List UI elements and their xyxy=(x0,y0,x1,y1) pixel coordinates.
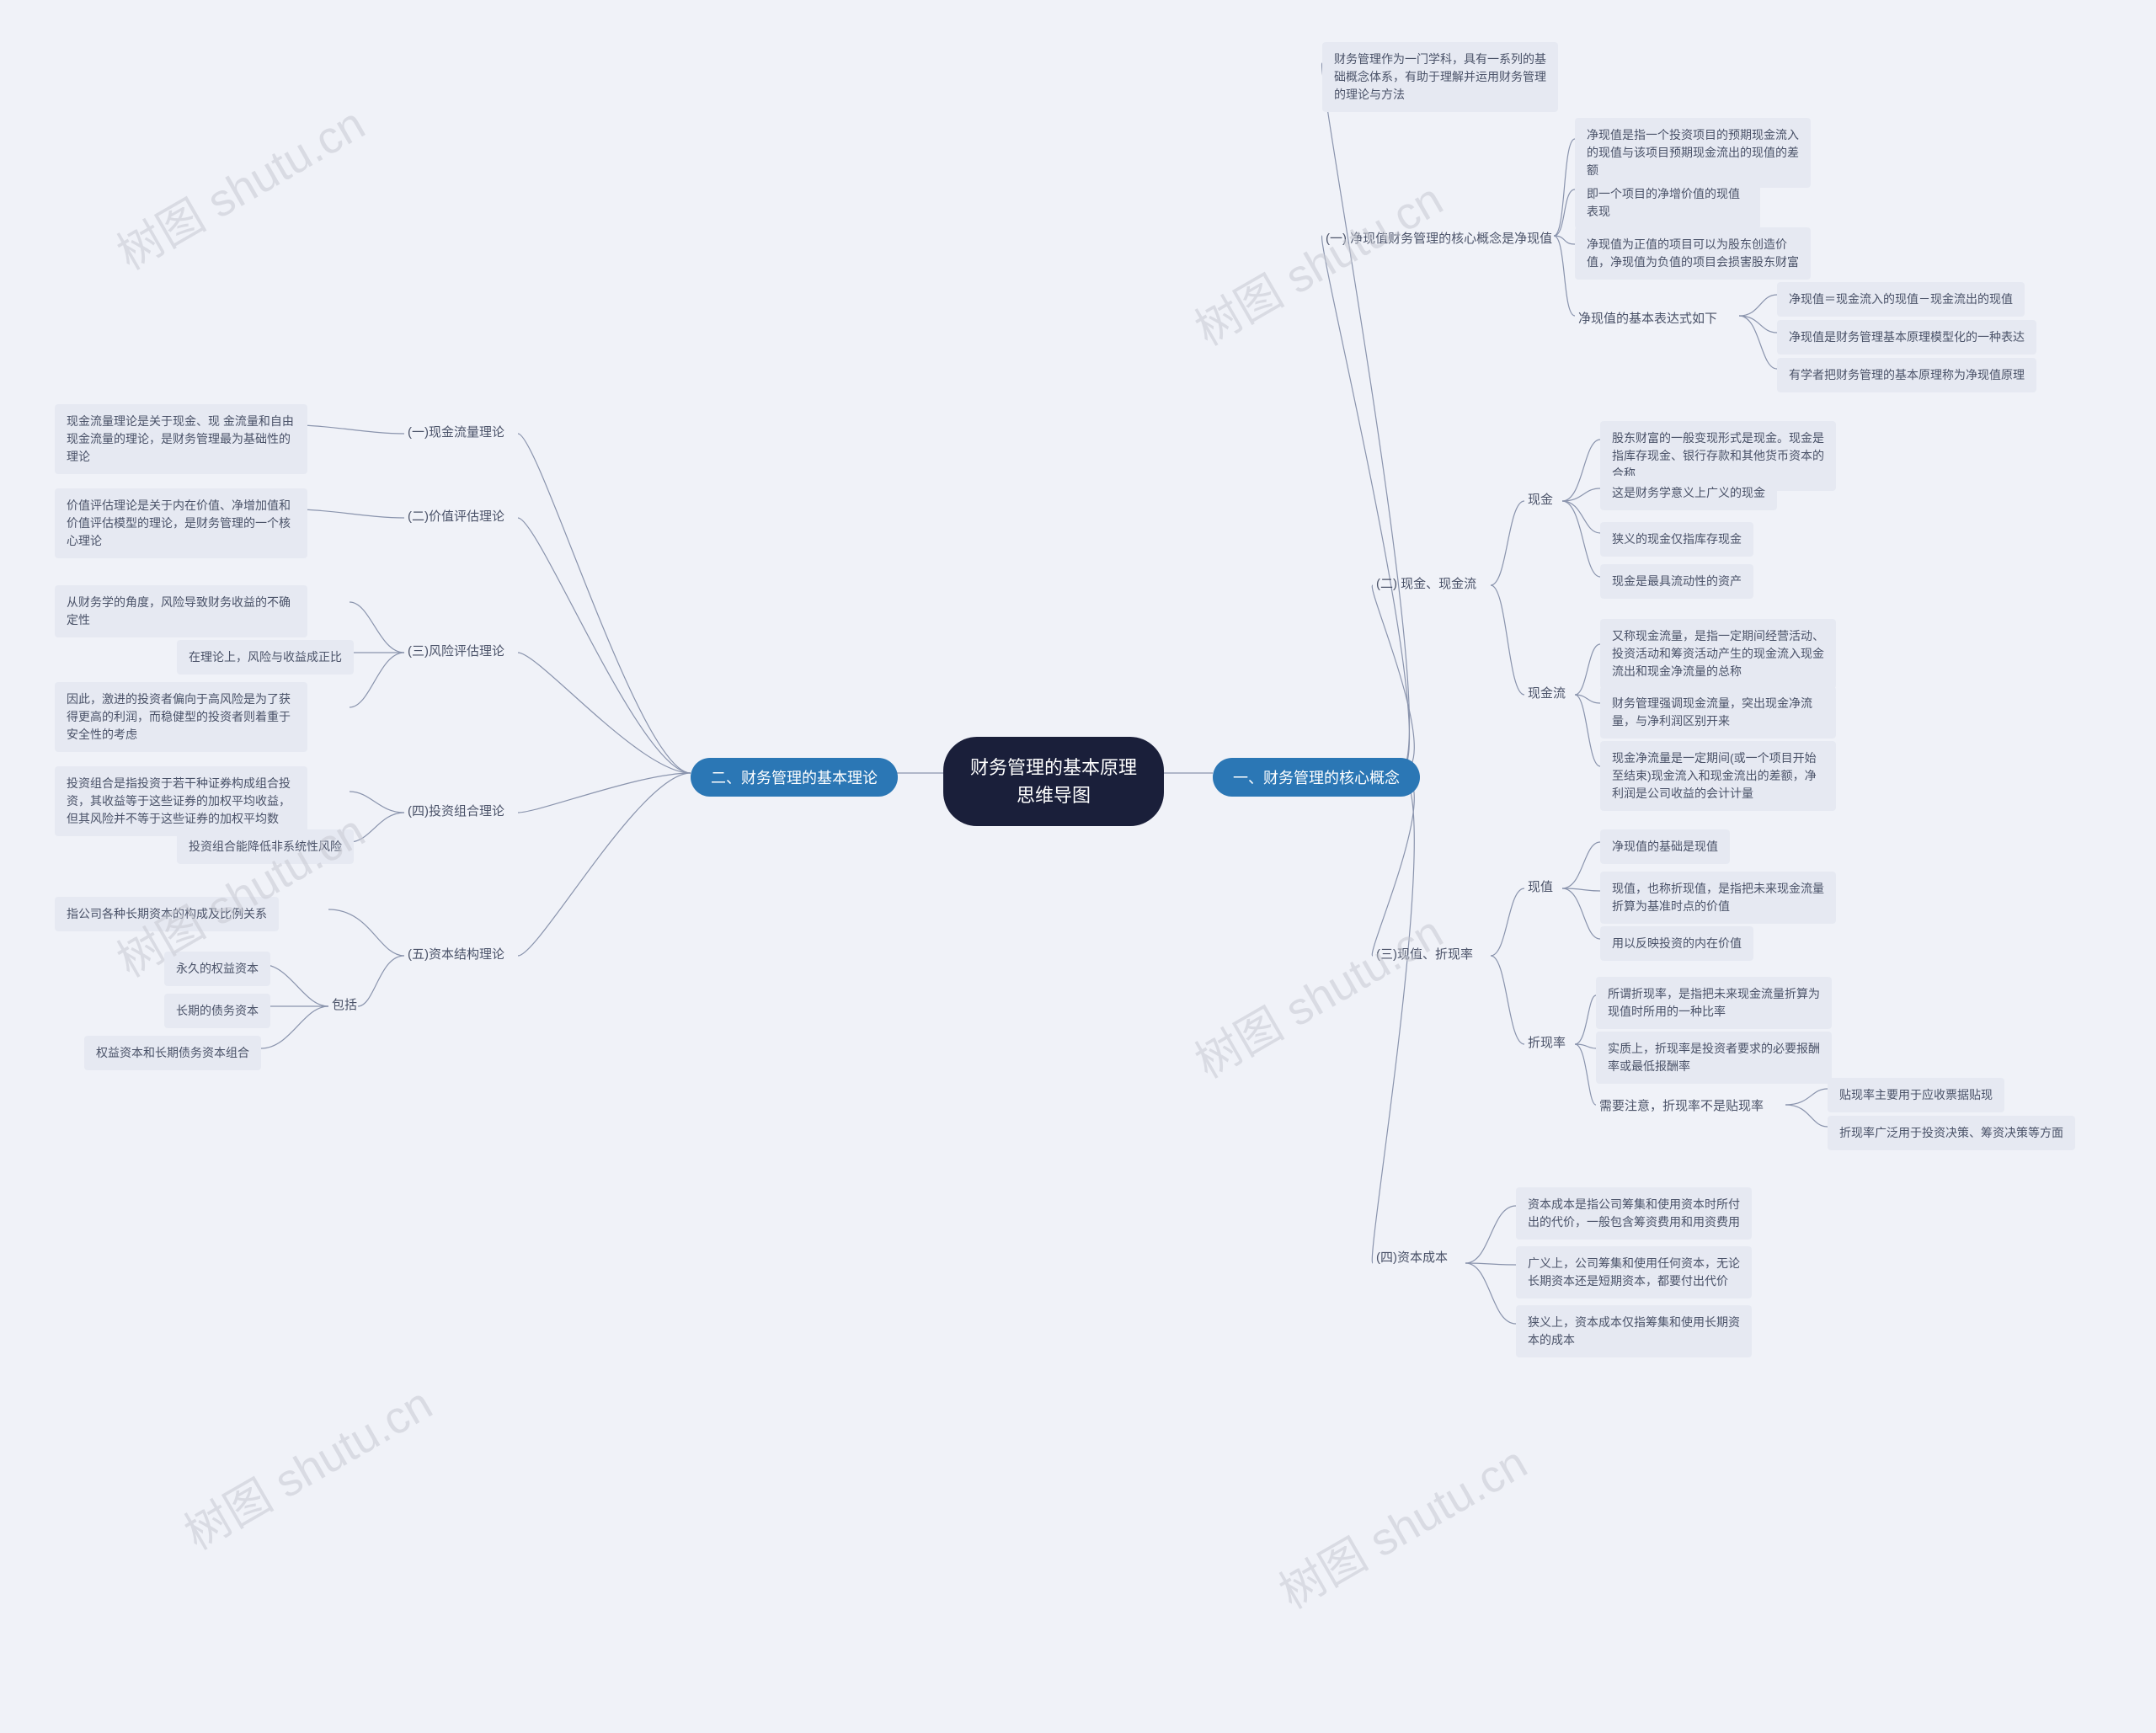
r2b-cashflow[interactable]: 现金流 xyxy=(1524,682,1569,703)
watermark: 树图 shutu.cn xyxy=(1265,1426,1537,1622)
r3b3b[interactable]: 折现率广泛用于投资决策、筹资决策等方面 xyxy=(1828,1116,2075,1150)
r1d2[interactable]: 净现值是财务管理基本原理模型化的一种表达 xyxy=(1777,320,2036,355)
r3a-presentvalue[interactable]: 现值 xyxy=(1524,876,1556,897)
l4-portfolio-theory[interactable]: (四)投资组合理论 xyxy=(404,800,508,821)
r3b2[interactable]: 实质上，折现率是投资者要求的必要报酬率或最低报酬率 xyxy=(1596,1032,1832,1084)
l1-cashflow-theory[interactable]: (一)现金流量理论 xyxy=(404,421,508,442)
l3a[interactable]: 从财务学的角度，风险导致财务收益的不确定性 xyxy=(55,585,307,637)
r3b3[interactable]: 需要注意，折现率不是贴现率 xyxy=(1596,1095,1767,1116)
l5b3[interactable]: 权益资本和长期债务资本组合 xyxy=(84,1036,261,1070)
r2b2[interactable]: 财务管理强调现金流量，突出现金净流量，与净利润区别开来 xyxy=(1600,686,1836,739)
right-intro[interactable]: 财务管理作为一门学科，具有一系列的基础概念体系，有助于理解并运用财务管理的理论与… xyxy=(1322,42,1558,112)
l5b1[interactable]: 永久的权益资本 xyxy=(164,952,270,986)
l3c[interactable]: 因此，激进的投资者偏向于高风险是为了获得更高的利润，而稳健型的投资者则着重于安全… xyxy=(55,682,307,752)
r2-cash[interactable]: (二) 现金、现金流 xyxy=(1373,573,1480,594)
branch-basic-theory[interactable]: 二、财务管理的基本理论 xyxy=(691,758,898,797)
r1d1[interactable]: 净现值＝现金流入的现值－现金流出的现值 xyxy=(1777,282,2025,317)
center-line2: 思维导图 xyxy=(970,781,1137,809)
l5b-including[interactable]: 包括 xyxy=(328,994,360,1015)
l5b2[interactable]: 长期的债务资本 xyxy=(164,994,270,1028)
l2-value-theory[interactable]: (二)价值评估理论 xyxy=(404,505,508,526)
r1b[interactable]: 即一个项目的净增价值的现值表现 xyxy=(1575,177,1760,229)
branch-core-concepts[interactable]: 一、财务管理的核心概念 xyxy=(1213,758,1420,797)
l2a[interactable]: 价值评估理论是关于内在价值、净增加值和价值评估模型的理论，是财务管理的一个核心理… xyxy=(55,488,307,558)
r2a-cash[interactable]: 现金 xyxy=(1524,488,1556,509)
r2a2[interactable]: 这是财务学意义上广义的现金 xyxy=(1600,476,1777,510)
center-line1: 财务管理的基本原理 xyxy=(970,754,1137,781)
watermark: 树图 shutu.cn xyxy=(1181,896,1453,1091)
watermark: 树图 shutu.cn xyxy=(170,1368,442,1563)
l5a[interactable]: 指公司各种长期资本的构成及比例关系 xyxy=(55,897,279,931)
l5-capitalstructure-theory[interactable]: (五)资本结构理论 xyxy=(404,943,508,964)
r3b1[interactable]: 所谓折现率，是指把未来现金流量折算为现值时所用的一种比率 xyxy=(1596,977,1832,1029)
watermark: 树图 shutu.cn xyxy=(103,88,375,283)
r1c[interactable]: 净现值为正值的项目可以为股东创造价值，净现值为负值的项目会损害股东财富 xyxy=(1575,227,1811,280)
r2b3[interactable]: 现金净流量是一定期间(或一个项目开始至结束)现金流入和现金流出的差额，净利润是公… xyxy=(1600,741,1836,811)
r3b-discountrate[interactable]: 折现率 xyxy=(1524,1032,1569,1053)
r1d3[interactable]: 有学者把财务管理的基本原理称为净现值原理 xyxy=(1777,358,2036,392)
r1-npv[interactable]: (一) 净现值财务管理的核心概念是净现值 xyxy=(1322,227,1556,248)
r3b3a[interactable]: 贴现率主要用于应收票据贴现 xyxy=(1828,1078,2004,1112)
l1a[interactable]: 现金流量理论是关于现金、现 金流量和自由现金流量的理论，是财务管理最为基础性的理… xyxy=(55,404,307,474)
watermark: 树图 shutu.cn xyxy=(1181,163,1453,359)
r2a4[interactable]: 现金是最具流动性的资产 xyxy=(1600,564,1753,599)
r4b[interactable]: 广义上，公司筹集和使用任何资本，无论长期资本还是短期资本，都要付出代价 xyxy=(1516,1246,1752,1298)
r4-capitalcost[interactable]: (四)资本成本 xyxy=(1373,1246,1451,1267)
l4b[interactable]: 投资组合能降低非系统性风险 xyxy=(177,829,354,864)
r3a2[interactable]: 现值，也称折现值，是指把未来现金流量折算为基准时点的价值 xyxy=(1600,872,1836,924)
r2b1[interactable]: 又称现金流量，是指一定期间经营活动、投资活动和筹资活动产生的现金流入现金流出和现… xyxy=(1600,619,1836,689)
r4c[interactable]: 狭义上，资本成本仅指筹集和使用长期资本的成本 xyxy=(1516,1305,1752,1357)
l3b[interactable]: 在理论上，风险与收益成正比 xyxy=(177,640,354,675)
l3-risk-theory[interactable]: (三)风险评估理论 xyxy=(404,640,508,661)
connector-layer xyxy=(0,0,2156,1733)
r3-pv[interactable]: (三)现值、折现率 xyxy=(1373,943,1476,964)
center-topic[interactable]: 财务管理的基本原理 思维导图 xyxy=(943,737,1164,826)
r2a3[interactable]: 狭义的现金仅指库存现金 xyxy=(1600,522,1753,557)
r4a[interactable]: 资本成本是指公司筹集和使用资本时所付出的代价，一般包含筹资费用和用资费用 xyxy=(1516,1187,1752,1240)
r1d[interactable]: 净现值的基本表达式如下 xyxy=(1575,307,1721,328)
r3a3[interactable]: 用以反映投资的内在价值 xyxy=(1600,926,1753,961)
r3a1[interactable]: 净现值的基础是现值 xyxy=(1600,829,1730,864)
l4a[interactable]: 投资组合是指投资于若干种证券构成组合投资，其收益等于这些证券的加权平均收益，但其… xyxy=(55,766,307,836)
